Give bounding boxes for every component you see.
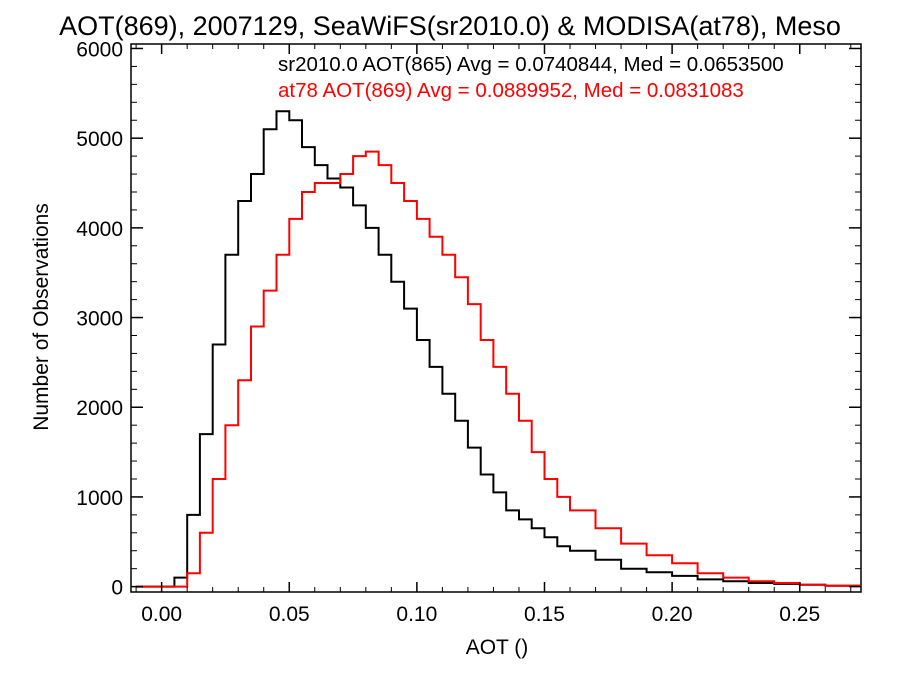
x-tick-label: 0.05 [269,603,310,626]
x-tick-label: 0.25 [779,603,820,626]
y-tick-label: 3000 [76,308,123,331]
series-line-0 [136,110,862,588]
chart-title: AOT(869), 2007129, SeaWiFS(sr2010.0) & M… [59,11,841,41]
y-tick-label: 1000 [76,487,123,510]
y-tick-label: 4000 [76,218,123,241]
x-axis-label: AOT () [466,636,529,659]
x-tick-label: 0.10 [396,603,437,626]
x-tick-label: 0.20 [652,603,693,626]
y-tick-label: 0 [111,577,123,600]
x-tick-label: 0.15 [524,603,565,626]
y-tick-label: 6000 [76,38,123,61]
x-tick-label: 0.00 [141,603,182,626]
plot-frame [130,43,862,593]
ticks-layer: 0.00 0.05 0.10 0.15 0.20 0.25 0 1000 2000 3000 400… [76,38,861,626]
y-tick-label: 2000 [76,397,123,420]
annotation-at78-stats: at78 AOT(869) Avg = 0.0889952, Med = 0.0… [278,79,744,102]
plot-area: 0.00 0.05 0.10 0.15 0.20 0.25 0 1000 2000 3000 400… [76,38,862,626]
annotation-sr2010-stats: sr2010.0 AOT(865) Avg = 0.0740844, Med =… [278,53,784,76]
y-axis-label: Number of Observations [30,203,53,431]
series-layer [136,110,862,588]
y-tick-label: 5000 [76,128,123,151]
series-line-1 [136,150,862,588]
